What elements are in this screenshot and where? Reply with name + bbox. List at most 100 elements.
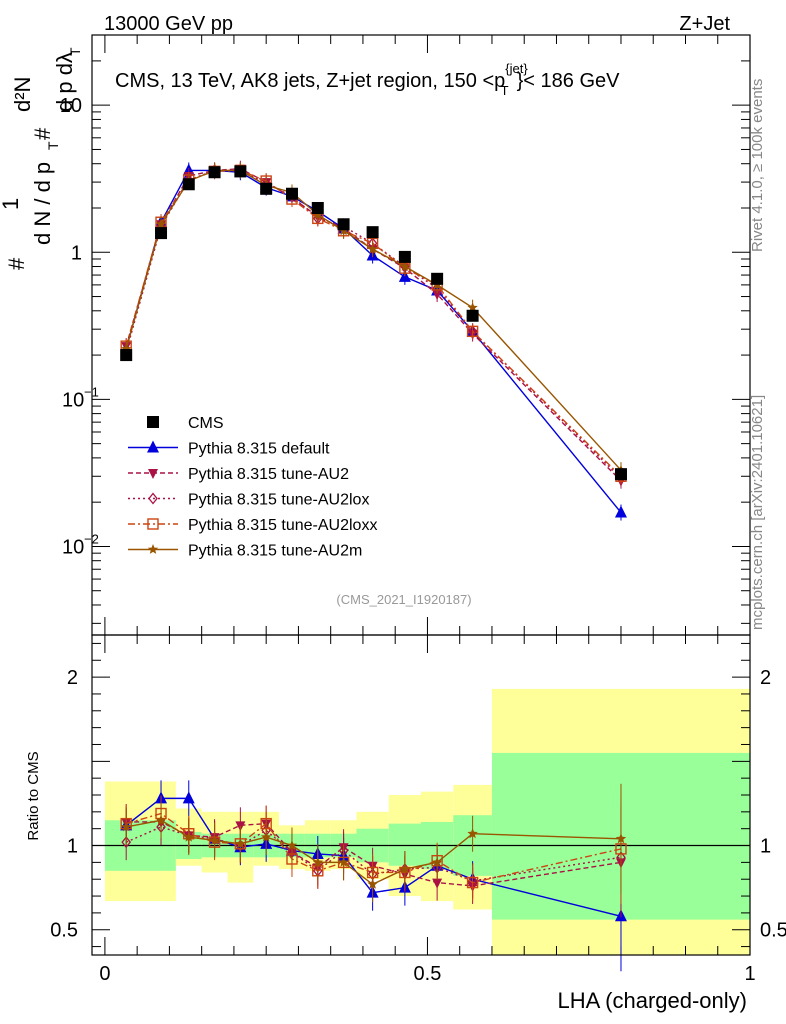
ratio-point xyxy=(235,838,246,849)
header-right: Z+Jet xyxy=(679,13,730,35)
ratio-point xyxy=(615,833,627,844)
ylabel-t2: T xyxy=(67,47,83,56)
data-point xyxy=(311,201,324,214)
data-point xyxy=(366,226,379,239)
x-tick-label: 0.5 xyxy=(414,963,442,985)
mcplots-label: mcplots.cern.ch [arXiv:2401.10621] xyxy=(749,395,766,630)
ratio-point xyxy=(155,814,167,825)
ratio-ylabel: Ratio to CMS xyxy=(25,751,42,840)
legend-marker xyxy=(147,544,159,554)
legend-label: CMS xyxy=(188,415,224,432)
legend-marker xyxy=(147,518,159,530)
data-point xyxy=(466,309,479,322)
ratio-line xyxy=(125,797,622,917)
ratio-point xyxy=(367,878,378,889)
data-point xyxy=(120,349,133,362)
ratio-ticks: 2 21 10.5 0.50 0.5 1 xyxy=(50,635,786,985)
panel-frames xyxy=(91,34,751,956)
legend-marker xyxy=(148,469,158,479)
ratio-y-tick-label-right: 0.5 xyxy=(760,920,786,942)
ratio-point xyxy=(121,836,132,849)
ratio-point xyxy=(312,856,323,867)
data-point xyxy=(208,166,221,179)
ratio-point xyxy=(182,791,195,804)
series-line xyxy=(125,169,622,479)
data-point xyxy=(467,302,478,313)
ratio-y-tick-label: 2 xyxy=(67,667,78,689)
ratio-point xyxy=(286,840,298,850)
series-line xyxy=(125,169,622,513)
title-tail: }< 186 GeV xyxy=(517,70,621,92)
analysis-id: (CMS_2021_I1920187) xyxy=(336,592,471,607)
series-pythia-8-315-tune-au2 xyxy=(121,160,626,489)
main-title: CMS, 13 TeV, AK8 jets, Z+jet region, 150… xyxy=(115,61,620,98)
data-point xyxy=(367,243,378,254)
main-ylabel: # 1 d N / d p T # d²N d p dλ T xyxy=(0,47,83,270)
legend-marker xyxy=(147,440,159,453)
ratio-point xyxy=(399,863,411,874)
ylabel-dpdl: d p dλ xyxy=(52,52,77,112)
ratio-point xyxy=(466,876,479,889)
legend-marker xyxy=(148,492,158,505)
main-y-tick-label: 10 xyxy=(62,389,84,411)
x-tick-label: 0 xyxy=(99,963,110,985)
data-point xyxy=(312,209,323,220)
title-sub: T xyxy=(501,83,509,98)
main-y-tick-label: 1 xyxy=(71,242,82,264)
ylabel-one: 1 xyxy=(0,198,23,210)
header-left: 13000 GeV pp xyxy=(104,13,233,35)
data-point xyxy=(466,325,479,338)
legend-label: Pythia 8.315 tune-AU2loxx xyxy=(188,517,377,534)
ratio-point xyxy=(467,828,478,839)
ylabel-hash2: # xyxy=(30,127,55,140)
data-point xyxy=(431,272,444,285)
legend-label: Pythia 8.315 default xyxy=(188,441,330,458)
ratio-bands xyxy=(92,688,750,955)
ratio-point xyxy=(209,835,220,845)
data-point xyxy=(121,343,132,354)
main-y-tick-label: 10 xyxy=(62,536,84,558)
series-pythia-8-315-tune-au2loxx xyxy=(120,162,627,485)
ratio-y-tick-label: 0.5 xyxy=(50,920,78,942)
data-point xyxy=(260,182,273,195)
legend-marker xyxy=(147,416,159,428)
ratio-line xyxy=(126,819,622,886)
ylabel-d2n: d²N xyxy=(10,77,35,112)
series-cms xyxy=(120,165,627,481)
ratio-point xyxy=(338,856,349,867)
ratio-point xyxy=(183,831,194,842)
title-sup: {jet} xyxy=(505,61,528,76)
data-point xyxy=(398,250,411,263)
ratio-frame xyxy=(91,634,751,956)
main-panel: CMS, 13 TeV, AK8 jets, Z+jet region, 150… xyxy=(0,34,751,635)
ratio-panel: Ratio to CMS LHA (charged-only) 2 21 10.5 0… xyxy=(25,635,786,1013)
ratio-point xyxy=(121,821,132,832)
legend-label: Pythia 8.315 tune-AU2lox xyxy=(188,492,369,509)
data-point xyxy=(285,187,298,200)
main-curves xyxy=(120,160,627,521)
data-point xyxy=(234,165,247,178)
ratio-y-tick-label-right: 2 xyxy=(760,667,771,689)
data-point xyxy=(614,468,627,481)
ratio-series-pythia-8-315-tune-au2m xyxy=(121,783,627,903)
data-point xyxy=(155,227,168,240)
ratio-curves xyxy=(120,780,627,972)
data-point xyxy=(614,505,627,518)
ratio-y-tick-label: 1 xyxy=(67,836,78,858)
ratio-point xyxy=(431,856,443,867)
title-main: CMS, 13 TeV, AK8 jets, Z+jet region, 150… xyxy=(115,70,505,92)
data-point xyxy=(182,178,195,191)
data-point xyxy=(337,218,350,231)
x-tick-label: 1 xyxy=(744,963,755,985)
legend: CMS Pythia 8.315 default Pythia 8.315 tune… xyxy=(128,415,377,560)
ratio-point xyxy=(260,831,272,842)
series-line xyxy=(125,167,622,482)
ylabel-dn: d N / d p xyxy=(30,162,55,245)
xaxis-label: LHA (charged-only) xyxy=(557,988,747,1013)
main-y-tick-label: 10 xyxy=(60,95,82,117)
ratio-y-tick-label-right: 1 xyxy=(760,836,771,858)
rivet-version-label: Rivet 4.1.0, ≥ 100k events xyxy=(749,79,766,252)
legend-label: Pythia 8.315 tune-AU2m xyxy=(188,543,362,560)
